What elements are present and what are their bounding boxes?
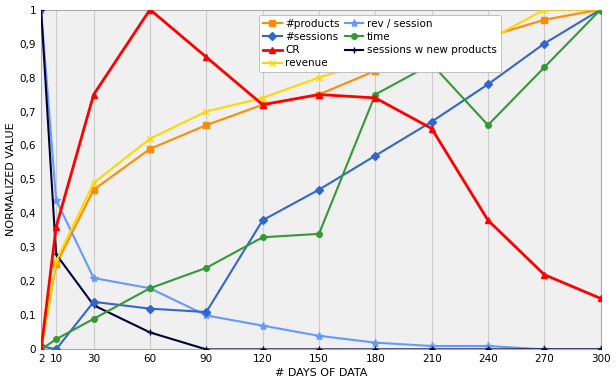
- sessions w new products: [259, 347, 266, 352]
- rev / session: [52, 198, 60, 202]
- Line: #sessions: #sessions: [38, 7, 604, 352]
- #sessions: [90, 300, 97, 304]
- #products: [146, 147, 153, 151]
- sessions w new products: [371, 347, 379, 352]
- revenue: [597, 7, 604, 12]
- sessions w new products: [52, 252, 60, 257]
- revenue: [484, 38, 492, 43]
- #products: [541, 17, 548, 22]
- CR: [90, 92, 97, 97]
- revenue: [315, 75, 323, 80]
- rev / session: [428, 344, 436, 348]
- #sessions: [371, 153, 379, 158]
- #sessions: [52, 347, 60, 352]
- CR: [52, 225, 60, 229]
- rev / session: [90, 276, 97, 280]
- X-axis label: # DAYS OF DATA: # DAYS OF DATA: [275, 368, 367, 379]
- sessions w new products: [541, 347, 548, 352]
- Legend: #products, #sessions, CR, revenue, rev / session, time, sessions w new products,: #products, #sessions, CR, revenue, rev /…: [259, 15, 501, 73]
- Line: time: time: [38, 7, 604, 352]
- CR: [38, 347, 45, 352]
- time: [52, 337, 60, 341]
- rev / session: [315, 334, 323, 338]
- CR: [146, 7, 153, 12]
- #sessions: [259, 218, 266, 223]
- sessions w new products: [315, 347, 323, 352]
- time: [371, 92, 379, 97]
- revenue: [52, 259, 60, 263]
- Line: CR: CR: [38, 6, 604, 353]
- CR: [484, 218, 492, 223]
- sessions w new products: [90, 303, 97, 308]
- revenue: [146, 136, 153, 141]
- sessions w new products: [484, 347, 492, 352]
- #products: [315, 92, 323, 97]
- rev / session: [484, 344, 492, 348]
- rev / session: [259, 323, 266, 328]
- rev / session: [597, 347, 604, 352]
- CR: [315, 92, 323, 97]
- time: [597, 7, 604, 12]
- revenue: [428, 41, 436, 46]
- CR: [428, 126, 436, 131]
- #sessions: [315, 187, 323, 192]
- rev / session: [203, 313, 210, 318]
- Line: #products: #products: [38, 7, 604, 352]
- CR: [259, 103, 266, 107]
- time: [38, 347, 45, 352]
- #products: [38, 347, 45, 352]
- Line: sessions w new products: sessions w new products: [38, 6, 604, 353]
- time: [428, 61, 436, 66]
- revenue: [259, 96, 266, 100]
- CR: [203, 55, 210, 60]
- #products: [259, 103, 266, 107]
- #sessions: [597, 7, 604, 12]
- time: [90, 316, 97, 321]
- #sessions: [203, 310, 210, 314]
- time: [484, 123, 492, 127]
- #sessions: [428, 119, 436, 124]
- Line: revenue: revenue: [38, 6, 604, 353]
- #sessions: [484, 82, 492, 87]
- rev / session: [371, 340, 379, 345]
- #products: [484, 35, 492, 39]
- rev / session: [541, 347, 548, 352]
- revenue: [371, 58, 379, 63]
- time: [259, 235, 266, 240]
- sessions w new products: [203, 347, 210, 352]
- sessions w new products: [38, 7, 45, 12]
- rev / session: [146, 286, 153, 291]
- CR: [541, 272, 548, 277]
- sessions w new products: [146, 330, 153, 335]
- Y-axis label: NORMALIZED VALUE: NORMALIZED VALUE: [6, 122, 15, 236]
- time: [203, 266, 210, 270]
- #products: [371, 68, 379, 73]
- Line: rev / session: rev / session: [37, 5, 605, 354]
- CR: [371, 96, 379, 100]
- #sessions: [38, 344, 45, 348]
- #products: [428, 45, 436, 49]
- revenue: [203, 109, 210, 114]
- time: [541, 65, 548, 70]
- rev / session: [38, 7, 45, 12]
- sessions w new products: [597, 347, 604, 352]
- revenue: [38, 347, 45, 352]
- #products: [90, 187, 97, 192]
- #products: [203, 123, 210, 127]
- sessions w new products: [428, 347, 436, 352]
- #products: [52, 262, 60, 267]
- time: [146, 286, 153, 291]
- revenue: [541, 7, 548, 12]
- time: [315, 232, 323, 236]
- revenue: [90, 180, 97, 185]
- #sessions: [146, 306, 153, 311]
- CR: [597, 296, 604, 301]
- #products: [597, 7, 604, 12]
- #sessions: [541, 41, 548, 46]
